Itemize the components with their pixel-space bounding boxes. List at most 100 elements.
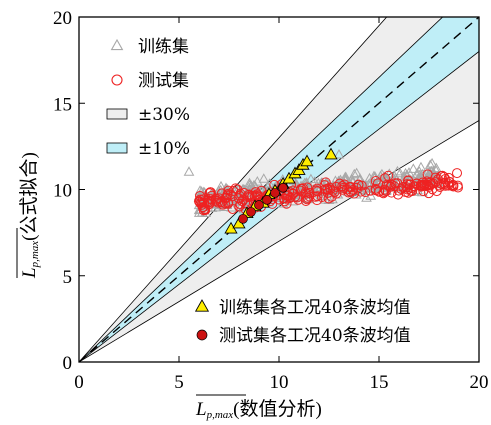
y-tick-label: 0 — [63, 353, 73, 374]
legend-label: 测试集各工况40条波均值 — [219, 326, 411, 346]
test-point — [339, 179, 350, 190]
x-label-sub: p,max — [206, 409, 234, 421]
test-point — [416, 181, 427, 192]
test-mean-point — [278, 182, 288, 193]
training-point — [245, 180, 257, 190]
legend-label: 测试集 — [138, 71, 189, 91]
training-point — [183, 166, 195, 176]
legend-marker-box — [106, 108, 128, 120]
test-point — [426, 179, 437, 190]
y-tick-label: 10 — [53, 181, 72, 202]
test-point — [325, 184, 336, 195]
test-point — [237, 196, 248, 207]
test-point — [222, 190, 233, 201]
test-point — [385, 181, 396, 192]
test-point — [360, 187, 371, 198]
x-axis-label-text: Lp,max(数值分析) — [195, 398, 322, 421]
legend-label: 训练集各工况40条波均值 — [219, 298, 411, 318]
test-point — [453, 182, 464, 193]
test-point — [349, 188, 360, 199]
test-point — [302, 182, 313, 193]
axis-ticks: 0 5 10 15 20 0 5 10 15 20 — [53, 8, 489, 393]
training-point — [361, 192, 372, 202]
x-label-base: L — [195, 399, 207, 420]
test-point — [283, 190, 294, 201]
test-point — [234, 201, 245, 212]
test-point — [403, 175, 414, 186]
y-axis-label: Lp,max(公式拟合) — [16, 152, 41, 279]
test-point — [383, 180, 394, 191]
test-point — [320, 184, 331, 195]
training-point — [407, 163, 419, 173]
training-point — [348, 168, 360, 179]
legend-marker-filled-triangle — [194, 299, 210, 312]
test-point — [197, 194, 208, 205]
training-point — [354, 174, 365, 185]
x-tick-label: 0 — [74, 372, 84, 393]
test-point — [199, 203, 210, 214]
test-point — [337, 184, 348, 195]
test-point — [370, 176, 381, 187]
training-point — [305, 173, 317, 184]
test-mean-point — [270, 188, 280, 198]
training-point — [333, 148, 345, 159]
test-point — [427, 184, 438, 195]
y-axis-label-text: Lp,max(公式拟合) — [18, 152, 41, 279]
y-tick-label: 15 — [53, 94, 72, 115]
training-point — [394, 167, 406, 178]
test-point — [440, 174, 451, 185]
training-point — [327, 193, 338, 204]
mean-points — [224, 147, 338, 234]
test-point — [210, 195, 221, 206]
x-tick-label: 10 — [270, 372, 289, 393]
training-point — [258, 173, 270, 183]
legend-label: ±10% — [138, 139, 190, 159]
test-point — [322, 187, 333, 198]
test-mean-point — [246, 207, 256, 217]
test-point — [386, 187, 397, 198]
training-point — [264, 178, 275, 188]
test-point — [197, 202, 208, 213]
test-point — [223, 197, 234, 208]
x-label-suffix: (数值分析) — [233, 398, 322, 420]
training-mean-point — [300, 154, 314, 167]
legend-label: ±30% — [138, 105, 190, 125]
test-point — [431, 186, 442, 197]
test-point — [245, 191, 256, 202]
training-point — [428, 166, 439, 177]
training-point — [380, 172, 392, 182]
x-tick-label: 5 — [174, 372, 184, 393]
x-tick-label: 20 — [470, 372, 489, 393]
test-point — [392, 178, 403, 189]
test-point — [279, 196, 290, 207]
y-label-sub: p,max — [29, 241, 41, 269]
y-tick-label: 20 — [53, 8, 72, 29]
test-point — [378, 188, 389, 199]
test-point — [213, 197, 224, 208]
training-point — [351, 167, 362, 178]
test-point — [452, 168, 463, 179]
training-point — [392, 165, 403, 176]
test-point — [312, 191, 323, 202]
test-point — [422, 169, 433, 180]
training-point — [415, 161, 427, 172]
test-point — [343, 187, 354, 198]
test-point — [302, 192, 313, 203]
test-point — [419, 179, 430, 190]
legend-marker-box — [106, 142, 128, 154]
test-point — [234, 190, 245, 201]
y-label-suffix: (公式拟合) — [18, 152, 40, 241]
test-point — [393, 189, 404, 200]
test-point — [302, 194, 313, 205]
test-mean-point — [262, 195, 272, 205]
scatter-clouds — [183, 148, 464, 218]
test-point — [418, 180, 429, 191]
test-point — [400, 187, 411, 198]
training-mean-point — [324, 147, 338, 160]
x-axis-label: Lp,max(数值分析) — [195, 394, 322, 421]
test-point — [439, 179, 450, 190]
legend-marker-filled-circle — [196, 329, 208, 341]
reference-line — [79, 17, 479, 362]
